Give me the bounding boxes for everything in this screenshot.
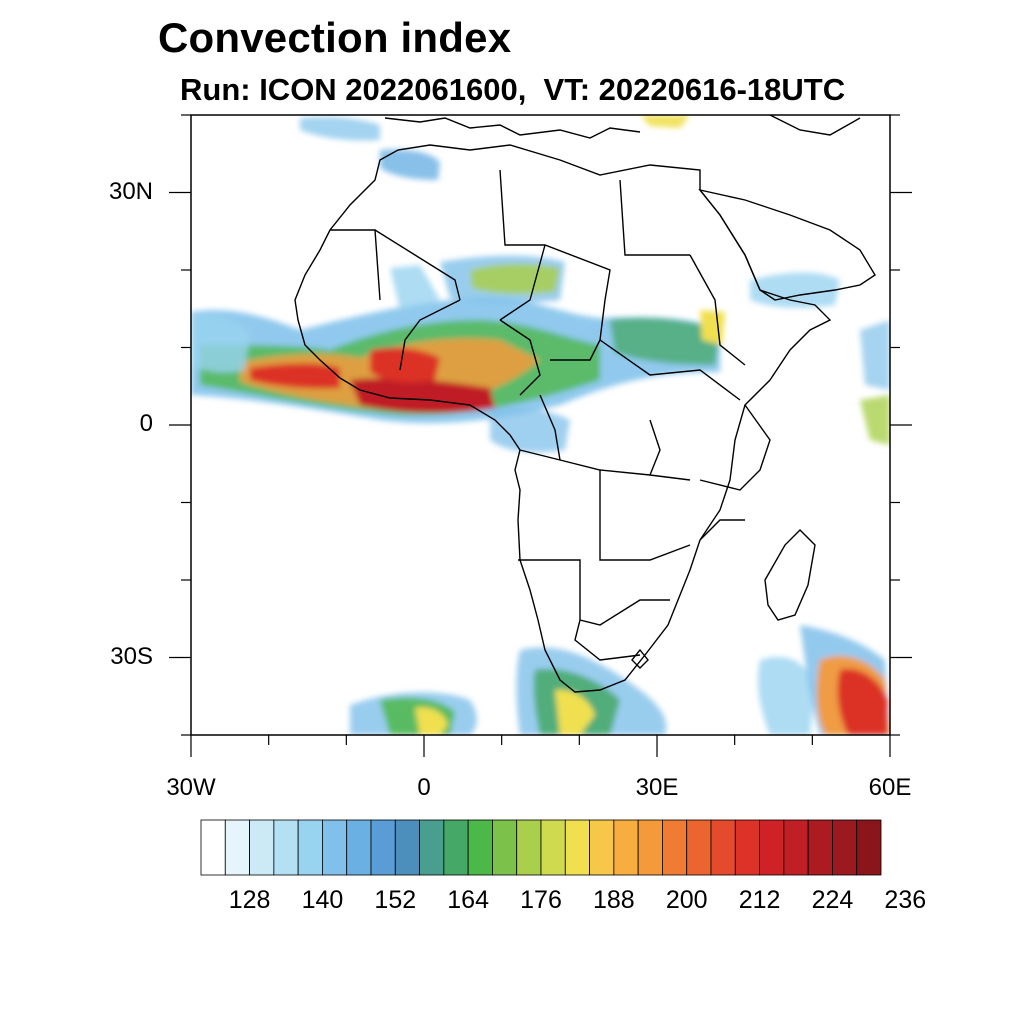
colorbar-label: 152 <box>374 886 417 914</box>
colorbar <box>200 819 882 876</box>
colorbar-swatch <box>686 819 712 876</box>
chart-subtitle: Run: ICON 2022061600, VT: 20220616-18UTC <box>180 72 846 107</box>
colorbar-swatch <box>589 819 615 876</box>
colorbar-swatch <box>492 819 518 876</box>
colorbar-swatch <box>783 819 809 876</box>
colorbar-swatch <box>394 819 420 876</box>
chart-title: Convection index <box>158 14 512 61</box>
convection-field <box>191 115 890 735</box>
colorbar-swatch <box>540 819 566 876</box>
colorbar-swatch <box>637 819 663 876</box>
colorbar-label: 164 <box>447 886 489 914</box>
y-tick-label: 30N <box>108 177 153 205</box>
colorbar-label: 140 <box>301 886 344 914</box>
colorbar-swatch <box>564 819 590 876</box>
colorbar-swatch <box>832 819 858 876</box>
colorbar-label: 224 <box>811 886 854 914</box>
colorbar-label: 188 <box>592 886 635 914</box>
colorbar-label: 128 <box>228 886 271 914</box>
x-tick-label: 30W <box>166 774 216 801</box>
colorbar-swatch <box>443 819 469 876</box>
colorbar-swatch <box>346 819 372 876</box>
colorbar-swatch <box>224 819 250 876</box>
colorbar-swatch <box>297 819 323 876</box>
colorbar-swatch <box>419 819 445 876</box>
axis-ticks <box>169 114 912 757</box>
colorbar-swatch <box>273 819 299 876</box>
colorbar-swatch <box>759 819 785 876</box>
colorbar-swatch <box>613 819 639 876</box>
colorbar-label: 212 <box>738 886 781 914</box>
colorbar-swatch <box>467 819 493 876</box>
colorbar-label: 236 <box>884 886 927 914</box>
colorbar-swatch <box>516 819 542 876</box>
colorbar-swatch <box>249 819 275 876</box>
colorbar-swatch <box>710 819 736 876</box>
y-tick-label: 30S <box>110 642 153 670</box>
colorbar-swatch <box>200 819 226 876</box>
colorbar-label: 200 <box>665 886 708 914</box>
colorbar-swatch <box>370 819 396 876</box>
x-tick-label: 60E <box>868 774 912 801</box>
colorbar-swatch <box>807 819 833 876</box>
x-tick-label: 30E <box>635 774 679 801</box>
colorbar-swatch <box>856 819 882 876</box>
colorbar-swatch <box>662 819 688 876</box>
x-tick-label: 0 <box>417 774 431 801</box>
colorbar-swatch <box>322 819 348 876</box>
colorbar-swatch <box>734 819 760 876</box>
colorbar-label: 176 <box>520 886 562 914</box>
y-tick-label: 0 <box>139 410 153 437</box>
coastlines <box>294 115 876 693</box>
